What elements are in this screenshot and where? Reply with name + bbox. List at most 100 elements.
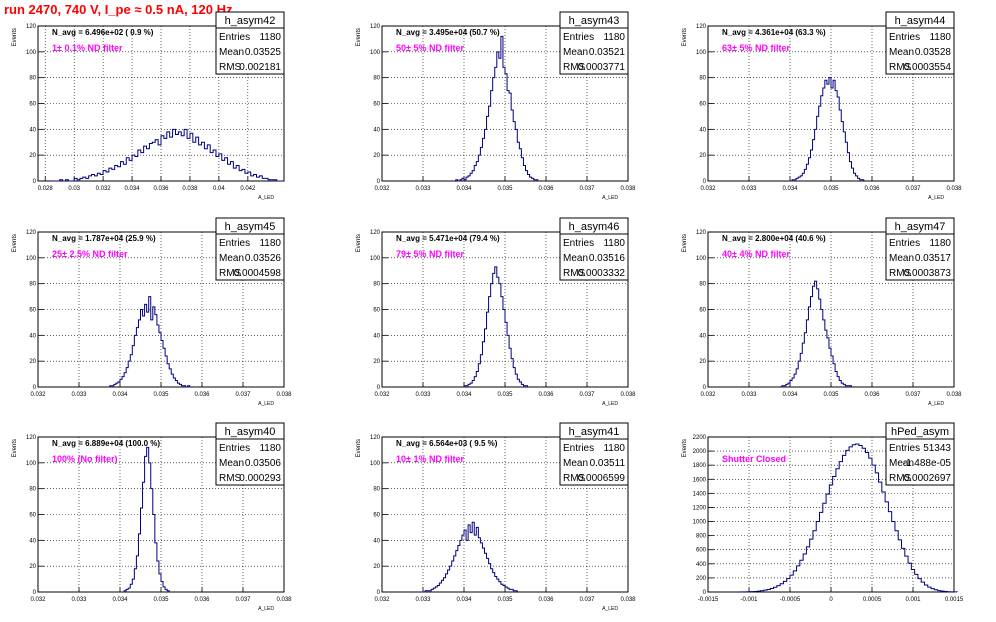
x-tick-label: 0.037 — [905, 392, 921, 398]
y-tick-label: 0 — [377, 590, 381, 596]
y-tick-label: 80 — [29, 487, 36, 493]
histogram-name: h_asym40 — [225, 426, 276, 438]
stats-value: 0.03526 — [245, 253, 282, 264]
stats-value: 0.03521 — [589, 47, 626, 58]
x-tick-label: -0.001 — [740, 597, 758, 603]
x-tick-label: 0.035 — [823, 392, 839, 398]
y-tick-label: 600 — [696, 548, 707, 554]
x-tick-label: 0.028 — [38, 186, 54, 192]
y-axis-label: Events — [12, 234, 18, 252]
stats-label: Entries — [219, 238, 250, 249]
y-axis-label: Events — [682, 28, 688, 46]
histogram-name: h_asym43 — [569, 15, 620, 27]
y-tick-label: 100 — [696, 50, 707, 56]
histogram-name: h_asym44 — [895, 15, 946, 27]
y-tick-label: 60 — [373, 308, 380, 314]
y-tick-label: 60 — [699, 102, 706, 108]
y-tick-label: 1400 — [693, 491, 707, 497]
y-tick-label: 80 — [29, 282, 36, 288]
x-axis-label: A_LED — [602, 195, 618, 201]
histogram-panel-h_asym41: 0.032 0.033 0.034 0.035 0.036 0.037 0.038 0 20 40… — [356, 422, 636, 612]
y-tick-label: 1600 — [693, 477, 707, 483]
x-tick-label: 0.038 — [620, 186, 636, 192]
y-tick-label: 2200 — [693, 435, 707, 441]
y-tick-label: 80 — [373, 76, 380, 82]
navg-label: N_avg = 5.471e+04 (79.4 %) — [396, 234, 500, 243]
y-tick-label: 0 — [703, 385, 707, 391]
x-tick-label: 0.032 — [700, 186, 716, 192]
filter-annotation: 40± 4% ND filter — [722, 249, 790, 259]
histogram-line-h_asym41 — [423, 521, 518, 593]
y-tick-label: 40 — [373, 538, 380, 544]
stats-label: Mean — [889, 458, 914, 469]
x-axis-label: A_LED — [928, 195, 944, 201]
y-axis-label: Events — [682, 439, 688, 457]
stats-label: Mean — [219, 47, 244, 58]
histogram-panel-hPed_asym: -0.0015 -0.001 -0.0005 0 0.0005 0.001 0.0015 0 2… — [682, 422, 964, 603]
x-tick-label: 0.034 — [112, 597, 128, 603]
stats-box — [559, 217, 629, 281]
stats-label: RMS — [219, 473, 242, 484]
histogram-panel-h_asym44: 0.032 0.033 0.034 0.035 0.036 0.037 0.038 0 20 40… — [682, 11, 962, 201]
y-tick-label: 20 — [29, 359, 36, 365]
stats-label: RMS — [889, 62, 912, 73]
y-axis-label: Events — [12, 439, 18, 457]
y-tick-label: 2000 — [693, 449, 707, 455]
y-tick-label: 200 — [696, 576, 707, 582]
stats-box — [885, 217, 955, 281]
x-tick-label: 0.038 — [946, 392, 962, 398]
x-tick-label: 0.038 — [620, 597, 636, 603]
y-tick-label: 80 — [29, 76, 36, 82]
x-tick-label: 0.034 — [782, 186, 798, 192]
x-tick-label: 0.033 — [415, 392, 431, 398]
x-tick-label: 0.038 — [182, 186, 198, 192]
x-tick-label: 0.037 — [905, 186, 921, 192]
x-tick-label: 0.037 — [235, 392, 251, 398]
y-tick-label: 120 — [370, 435, 381, 441]
filter-annotation: 79± 5% ND filter — [396, 249, 464, 259]
y-tick-label: 120 — [26, 230, 37, 236]
y-tick-label: 60 — [29, 513, 36, 519]
y-tick-label: 0 — [33, 590, 37, 596]
stats-label: Entries — [889, 443, 920, 454]
x-tick-label: 0.038 — [946, 186, 962, 192]
y-tick-label: 60 — [373, 513, 380, 519]
x-tick-label: 0.036 — [194, 597, 210, 603]
stats-box — [215, 11, 285, 75]
x-tick-label: 0.032 — [30, 392, 46, 398]
y-tick-label: 120 — [696, 230, 707, 236]
y-tick-label: 40 — [29, 127, 36, 133]
stats-value: 1180 — [603, 32, 625, 43]
stats-label: RMS — [219, 268, 242, 279]
y-tick-label: 0 — [33, 179, 37, 185]
histogram-panel-h_asym45: 0.032 0.033 0.034 0.035 0.036 0.037 0.038 0 20 40… — [12, 217, 292, 407]
stats-label: Entries — [219, 443, 250, 454]
y-tick-label: 120 — [370, 24, 381, 30]
x-tick-label: 0.035 — [823, 186, 839, 192]
stats-label: RMS — [563, 473, 586, 484]
stats-value: 0.03517 — [915, 253, 952, 264]
stats-box — [215, 422, 285, 486]
x-tick-label: -0.0005 — [780, 597, 801, 603]
x-tick-label: 0 — [829, 597, 833, 603]
histogram-panel-h_asym40: 0.032 0.033 0.034 0.035 0.036 0.037 0.038 0 20 40… — [12, 422, 292, 612]
filter-annotation: 1± 0.1% ND filter — [52, 43, 123, 53]
y-tick-label: 20 — [373, 564, 380, 570]
stats-label: Mean — [563, 458, 588, 469]
y-tick-label: 100 — [26, 256, 37, 262]
filter-annotation: 10± 1% ND filter — [396, 454, 464, 464]
x-tick-label: 0.037 — [235, 597, 251, 603]
stats-value: 0.0002697 — [904, 473, 952, 484]
stats-label: Mean — [219, 458, 244, 469]
stats-value: 1180 — [259, 443, 281, 454]
x-axis-label: A_LED — [258, 195, 274, 201]
histogram-name: h_asym47 — [895, 221, 946, 233]
x-axis-label: A_LED — [928, 401, 944, 407]
y-tick-label: 20 — [699, 153, 706, 159]
stats-label: RMS — [889, 473, 912, 484]
stats-box — [885, 11, 955, 75]
histogram-name: hPed_asym — [891, 426, 949, 438]
stats-box — [559, 422, 629, 486]
stats-value: 1180 — [259, 238, 281, 249]
x-tick-label: 0.037 — [579, 186, 595, 192]
